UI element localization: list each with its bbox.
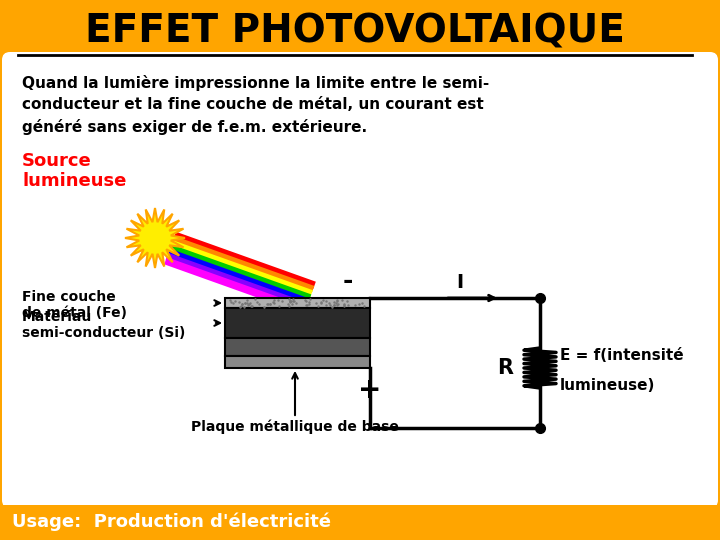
Bar [225, 338, 370, 356]
Text: lumineuse: lumineuse [22, 172, 127, 190]
Bar [0, 505, 720, 540]
Text: Plaque métallique de base: Plaque métallique de base [191, 420, 399, 435]
Text: lumineuse): lumineuse) [560, 379, 655, 394]
Text: Fine couche
de métal (Fe): Fine couche de métal (Fe) [22, 290, 127, 320]
Text: +: + [359, 376, 382, 404]
Text: Matériau
semi-conducteur (Si): Matériau semi-conducteur (Si) [22, 310, 185, 340]
Polygon shape [125, 208, 185, 268]
Text: Source: Source [22, 152, 91, 170]
Text: I: I [456, 273, 464, 293]
Text: -: - [343, 269, 354, 293]
FancyBboxPatch shape [2, 52, 718, 508]
Text: Usage:  Production d'électricité: Usage: Production d'électricité [12, 513, 331, 531]
Text: Quand la lumière impressionne la limite entre le semi-: Quand la lumière impressionne la limite … [22, 75, 490, 91]
Text: EFFET PHOTOVOLTAIQUE: EFFET PHOTOVOLTAIQUE [85, 13, 625, 51]
Text: conducteur et la fine couche de métal, un courant est: conducteur et la fine couche de métal, u… [22, 97, 484, 112]
Bar [225, 356, 370, 368]
Text: R: R [497, 358, 513, 378]
Bar [225, 298, 370, 308]
Text: E = f(intensité: E = f(intensité [560, 348, 683, 363]
Bar [225, 308, 370, 338]
Text: généré sans exiger de f.e.m. extérieure.: généré sans exiger de f.e.m. extérieure. [22, 119, 367, 135]
